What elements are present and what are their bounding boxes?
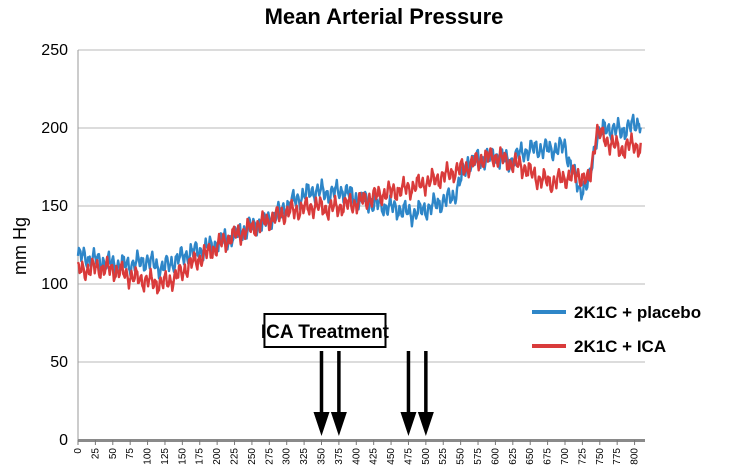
x-tick-label: 0 (73, 448, 84, 454)
x-tick-label: 200 (212, 448, 223, 465)
x-tick-label: 525 (438, 448, 449, 465)
x-tick-label: 50 (108, 448, 119, 460)
y-tick-label: 200 (41, 120, 68, 137)
y-tick-label: 100 (41, 276, 68, 293)
treatment-annotation: ICA Treatment (261, 313, 434, 436)
treatment-arrow-head (400, 412, 417, 436)
y-tick-label: 150 (41, 198, 68, 215)
x-tick-label: 725 (577, 448, 588, 465)
annotation-box (263, 313, 387, 348)
x-axis-line (78, 439, 645, 442)
x-tick-label: 175 (195, 448, 206, 465)
treatment-arrow-head (313, 412, 330, 436)
x-tick-label: 100 (143, 448, 154, 465)
x-tick-label: 625 (508, 448, 519, 465)
x-tick-label: 350 (316, 448, 327, 465)
x-tick-label: 25 (90, 448, 101, 460)
x-tick-label: 300 (282, 448, 293, 465)
treatment-arrow-head (330, 412, 347, 436)
x-tick-label: 575 (473, 448, 484, 465)
x-tick-label: 800 (630, 448, 641, 465)
x-tick-label: 75 (125, 448, 136, 460)
x-tick-label: 425 (369, 448, 380, 465)
x-tick-label: 475 (403, 448, 414, 465)
legend: 2K1C + placebo 2K1C + ICA (532, 303, 701, 356)
gridlines (77, 49, 645, 440)
x-tick-label: 700 (560, 448, 571, 465)
series-group (76, 113, 642, 295)
x-tick-label: 125 (160, 448, 171, 465)
x-tick-label: 500 (421, 448, 432, 465)
x-tick-label: 600 (490, 448, 501, 465)
x-tick-label: 325 (299, 448, 310, 465)
x-tick-label: 375 (334, 448, 345, 465)
y-tick-labels: 0 50 100 150 200 250 (41, 42, 68, 449)
x-tick-label: 400 (351, 448, 362, 465)
y-tick-label: 0 (59, 432, 68, 449)
legend-label: 2K1C + placebo (574, 303, 701, 322)
x-tick-label: 450 (386, 448, 397, 465)
annotation-label: ICA Treatment (261, 322, 390, 343)
y-axis-label: mm Hg (10, 217, 30, 275)
x-tick-label: 150 (177, 448, 188, 465)
x-tick-label: 750 (595, 448, 606, 465)
x-tick-label: 775 (612, 448, 623, 465)
x-tick-label: 650 (525, 448, 536, 465)
x-tick-label: 275 (264, 448, 275, 465)
x-tick-label: 225 (230, 448, 241, 465)
x-axis (77, 439, 645, 445)
y-tick-label: 250 (41, 42, 68, 59)
x-tick-label: 250 (247, 448, 258, 465)
treatment-arrow-head (417, 412, 434, 436)
chart-title: Mean Arterial Pressure (265, 4, 504, 29)
legend-label: 2K1C + ICA (574, 337, 666, 356)
x-tick-labels: 0 25 50 75 100 125 150 175 200 225 250 275 300 325 350… (73, 448, 641, 465)
series-line-ica (76, 123, 642, 295)
y-tick-label: 50 (50, 354, 68, 371)
x-tick-label: 675 (543, 448, 554, 465)
x-tick-label: 550 (456, 448, 467, 465)
